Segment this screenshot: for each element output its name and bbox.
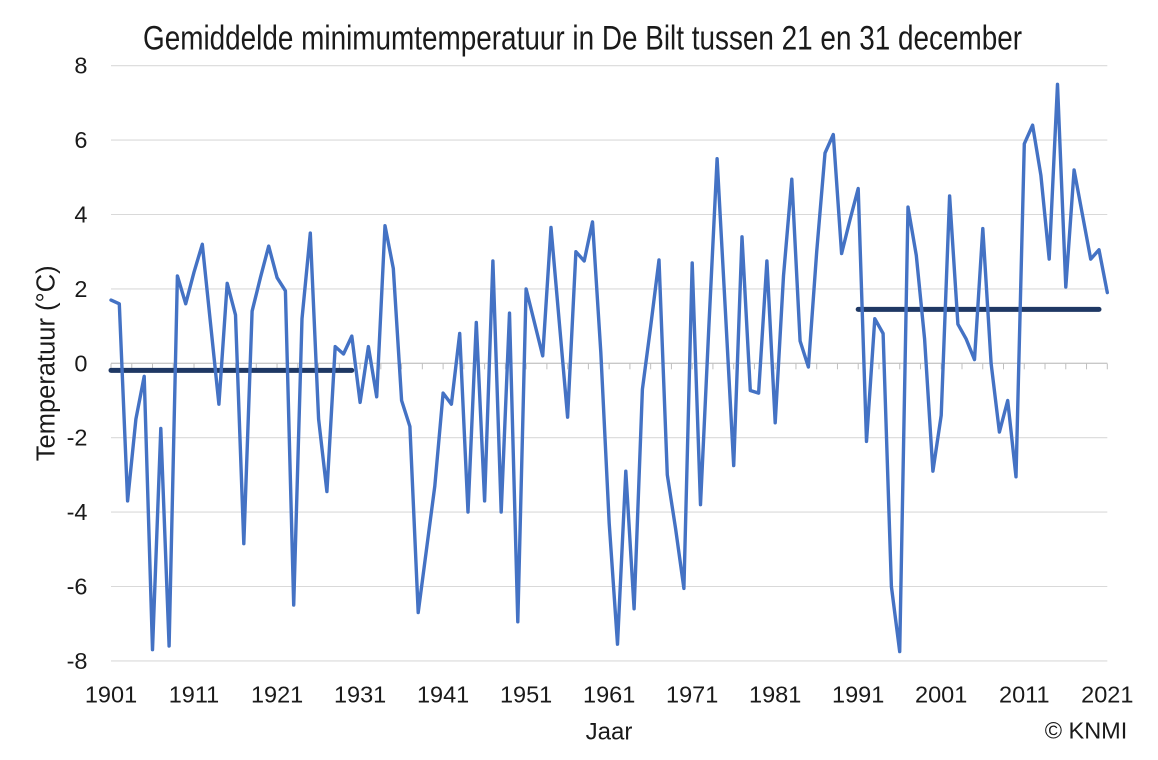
svg-text:2011: 2011	[999, 682, 1050, 708]
svg-text:1931: 1931	[334, 682, 386, 708]
svg-text:1901: 1901	[85, 682, 137, 708]
svg-text:0: 0	[74, 350, 87, 376]
svg-text:1991: 1991	[832, 682, 884, 708]
svg-text:2001: 2001	[915, 682, 967, 708]
svg-text:Gemiddelde minimumtemperatuur: Gemiddelde minimumtemperatuur in De Bilt…	[143, 20, 1022, 58]
svg-text:© KNMI: © KNMI	[1045, 718, 1128, 744]
svg-text:Temperatuur (°C): Temperatuur (°C)	[33, 265, 61, 461]
svg-text:8: 8	[74, 53, 87, 79]
svg-text:-8: -8	[67, 648, 88, 674]
svg-text:Jaar: Jaar	[586, 718, 633, 745]
svg-text:1941: 1941	[417, 682, 469, 708]
svg-text:-4: -4	[67, 499, 88, 525]
svg-text:-2: -2	[67, 425, 88, 451]
svg-text:1911: 1911	[169, 682, 220, 708]
svg-text:6: 6	[74, 127, 87, 153]
svg-text:1981: 1981	[749, 682, 801, 708]
svg-text:-6: -6	[67, 574, 88, 600]
svg-text:1921: 1921	[251, 682, 303, 708]
svg-text:2021: 2021	[1081, 682, 1133, 708]
svg-text:2: 2	[74, 276, 87, 302]
svg-text:1951: 1951	[500, 682, 552, 708]
svg-text:4: 4	[74, 202, 87, 228]
svg-text:1961: 1961	[583, 682, 635, 708]
svg-text:1971: 1971	[666, 682, 718, 708]
